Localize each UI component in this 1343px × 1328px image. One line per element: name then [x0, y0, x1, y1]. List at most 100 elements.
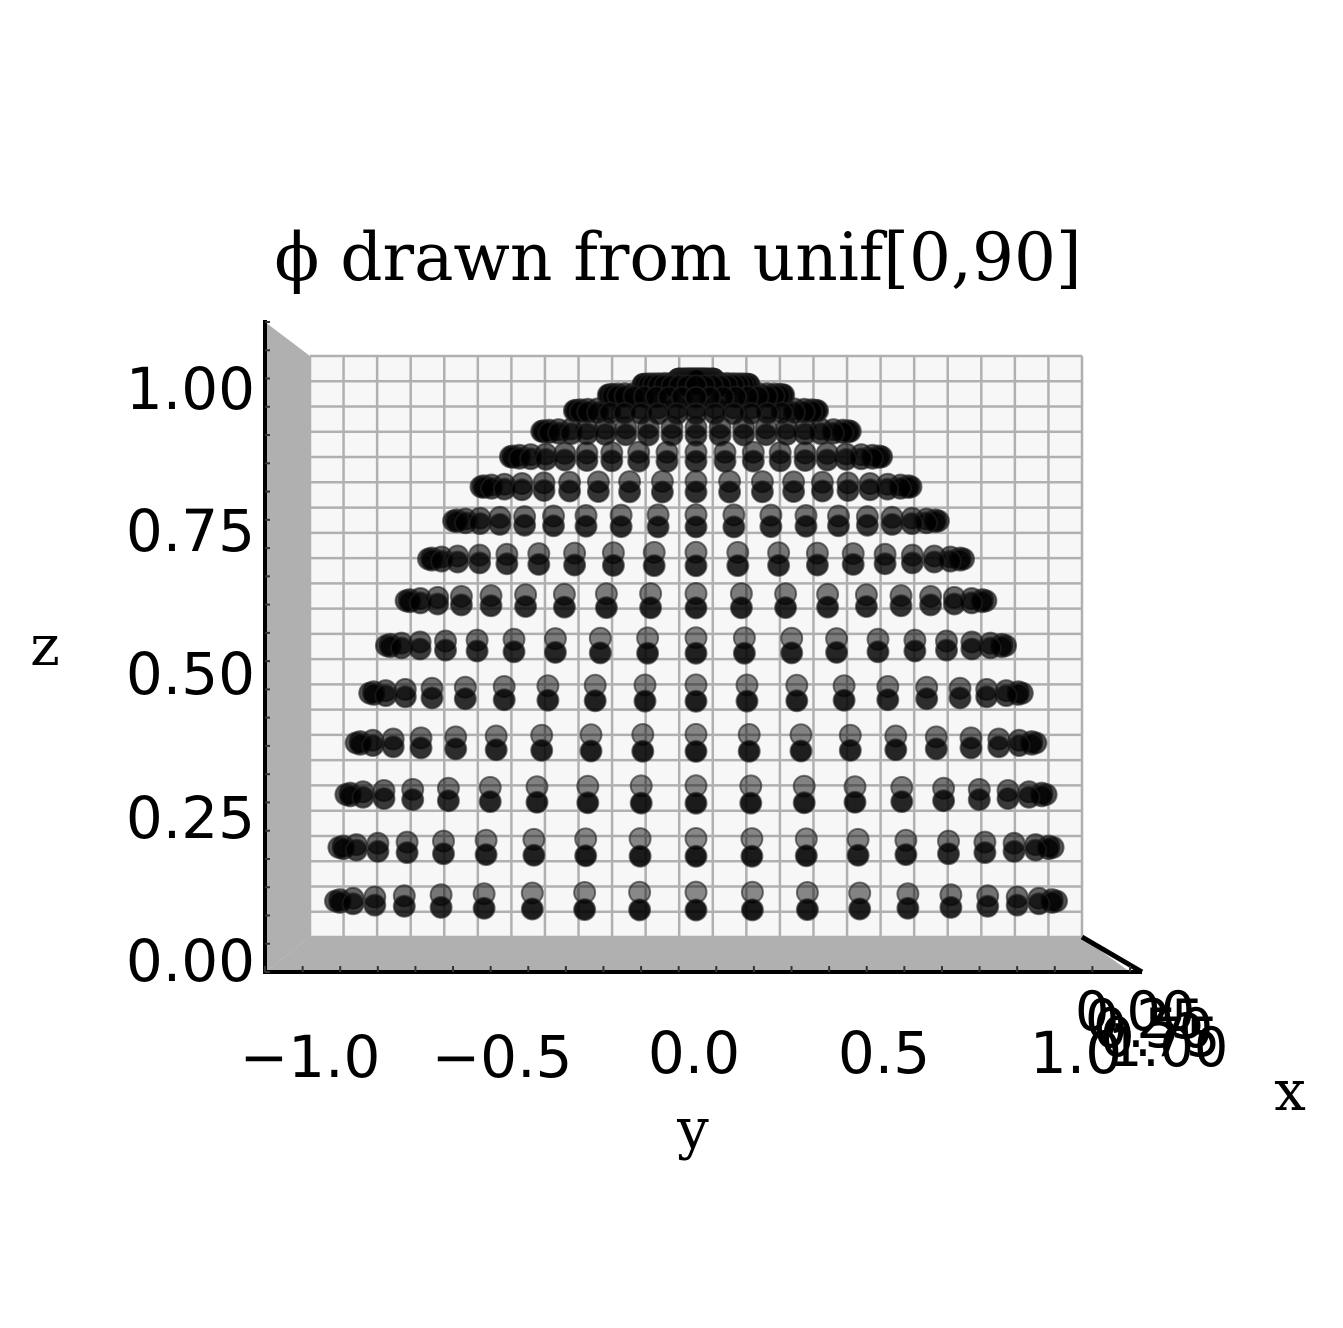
scatter-point: [684, 480, 708, 504]
z-axis-label: z: [30, 614, 60, 679]
scatter-point: [618, 480, 642, 504]
scatter-point: [573, 898, 597, 922]
scatter-point: [420, 686, 444, 710]
scatter-point: [594, 596, 618, 620]
scatter-point: [795, 898, 819, 922]
scatter-point: [574, 514, 598, 538]
scatter-point: [542, 514, 565, 538]
scatter-point: [889, 594, 913, 618]
scatter-point: [436, 789, 460, 813]
scatter-point: [935, 638, 958, 662]
scatter-point: [361, 734, 385, 757]
scatter-point: [344, 838, 368, 862]
scatter-point: [351, 785, 375, 809]
x-tick-label-1: 0.25: [1085, 988, 1205, 1051]
y-axis-label: y: [676, 1097, 709, 1162]
scatter-point: [472, 896, 496, 920]
scatter-point: [684, 898, 708, 922]
scatter-point: [903, 639, 927, 663]
scatter-point: [740, 898, 764, 922]
scatter-point: [408, 637, 432, 661]
scatter-point: [846, 843, 870, 867]
scatter-point: [768, 449, 792, 473]
z-tick-label-1: 0.75: [126, 497, 255, 565]
scatter-point: [855, 513, 879, 537]
scatter-point: [708, 423, 732, 447]
scatter-point: [574, 844, 598, 868]
scatter-point: [740, 844, 764, 868]
z-tick-label-4: 0.00: [126, 927, 255, 995]
scatter-point: [684, 844, 708, 868]
scatter-point: [478, 790, 502, 814]
scatter-point: [834, 447, 858, 471]
scatter-point: [836, 479, 860, 502]
scatter-point: [1002, 839, 1026, 863]
scatter-point: [726, 554, 750, 578]
scatter-point: [843, 790, 867, 814]
scatter-point: [627, 449, 651, 473]
scatter-point: [381, 735, 405, 759]
scatter-point: [453, 687, 477, 711]
scatter-point: [684, 596, 708, 620]
floor-pane: [265, 937, 1130, 972]
scatter-point: [754, 423, 778, 447]
scatter-point: [816, 595, 840, 619]
scatter-point: [426, 592, 450, 616]
scatter-point: [600, 449, 624, 473]
x-axis-label: x: [1274, 1059, 1306, 1124]
scatter-point: [488, 512, 512, 536]
axis-minor-ticks: [264, 321, 1131, 973]
scatter-point: [684, 554, 708, 578]
scatter-point: [534, 447, 558, 471]
scatter-point: [432, 842, 455, 866]
scatter-point: [932, 789, 956, 813]
scatter-point: [684, 641, 708, 665]
scatter-point: [775, 422, 799, 446]
z-tick-label-3: 0.25: [126, 784, 255, 852]
scatter-point: [434, 638, 457, 662]
scatter-points: [324, 367, 1068, 922]
scatter-point: [767, 553, 791, 577]
scatter-point: [827, 514, 850, 538]
scatter-point: [873, 552, 897, 576]
scatter-point: [967, 788, 991, 812]
scatter-point: [586, 480, 610, 503]
scatter-point: [392, 894, 416, 918]
x-tick-label-2: 0.50: [1093, 997, 1213, 1060]
scatter-point: [815, 448, 839, 472]
scatter-point: [639, 596, 663, 620]
scatter-point: [741, 449, 765, 473]
scatter-point: [409, 736, 433, 760]
scatter-point: [628, 844, 652, 868]
scatter-point: [530, 738, 554, 762]
scatter-point: [527, 552, 551, 576]
scatter-point: [684, 791, 708, 815]
scatter-point: [703, 402, 727, 426]
scatter-point: [750, 480, 774, 504]
scatter-point: [684, 689, 708, 713]
scatter-point: [884, 738, 908, 762]
scatter-point: [468, 512, 492, 536]
scatter-point: [789, 739, 813, 763]
scatter-point: [922, 550, 946, 574]
scatter-point: [593, 422, 617, 446]
scatter-point: [942, 592, 966, 616]
scatter-point: [642, 554, 666, 578]
z-tick-label-0: 1.00: [126, 355, 255, 423]
scatter-point: [810, 479, 834, 503]
scatter-point: [444, 737, 468, 761]
scatter-point: [780, 641, 804, 665]
scatter-point: [718, 480, 742, 504]
scatter-point: [609, 515, 633, 539]
scatter-point: [522, 843, 546, 867]
y-tick-label-1: −0.5: [432, 1023, 573, 1091]
scatter-point: [732, 641, 756, 665]
scatter-point: [650, 480, 674, 504]
scatter-point: [629, 791, 653, 815]
scatter-point: [1007, 734, 1031, 757]
scatter-point: [841, 552, 865, 576]
scatter-point: [896, 896, 920, 920]
scatter-point: [722, 515, 746, 539]
scatter-point: [614, 423, 638, 447]
